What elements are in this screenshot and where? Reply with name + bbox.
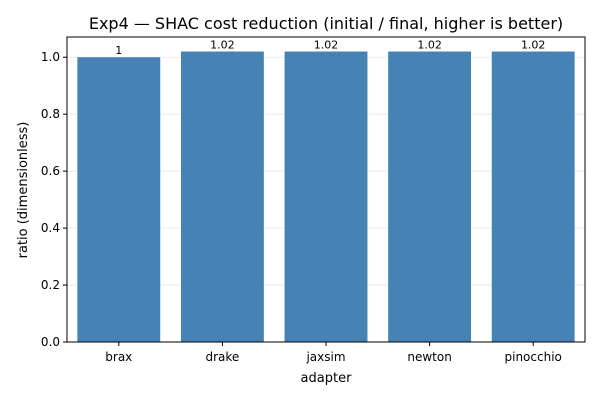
y-tick-label: 0.2: [41, 278, 60, 292]
chart-title: Exp4 — SHAC cost reduction (initial / fi…: [89, 14, 563, 33]
y-tick-label: 0.8: [41, 107, 60, 121]
y-axis-label: ratio (dimensionless): [16, 122, 31, 259]
y-tick-label: 0.0: [41, 335, 60, 349]
data-label-newton: 1.02: [417, 39, 442, 52]
bar-jaxsim: [284, 51, 368, 343]
bar-drake: [180, 51, 264, 343]
bar-brax: [77, 57, 161, 342]
bar-pinocchio: [491, 51, 575, 343]
x-axis-label: adapter: [301, 371, 353, 386]
bar-newton: [388, 51, 472, 343]
y-tick-label: 1.0: [41, 50, 60, 64]
x-tick-label-brax: brax: [105, 350, 132, 364]
x-tick-label-drake: drake: [205, 350, 239, 364]
data-labels: 1 1.02 1.02 1.02 1.02: [115, 39, 545, 58]
data-label-drake: 1.02: [210, 39, 235, 52]
y-tick-label: 0.4: [41, 221, 60, 235]
x-tick-label-pinocchio: pinocchio: [505, 350, 562, 364]
y-tick-label: 0.6: [41, 164, 60, 178]
bars: [77, 51, 575, 343]
x-tick-label-jaxsim: jaxsim: [305, 350, 345, 364]
x-axis-ticks: brax drake jaxsim newton pinocchio: [105, 342, 562, 364]
data-label-jaxsim: 1.02: [314, 39, 339, 52]
data-label-brax: 1: [115, 44, 122, 57]
x-tick-label-newton: newton: [407, 350, 451, 364]
y-axis-ticks: 0.0 0.2 0.4 0.6 0.8 1.0: [41, 50, 67, 349]
data-label-pinocchio: 1.02: [521, 39, 546, 52]
